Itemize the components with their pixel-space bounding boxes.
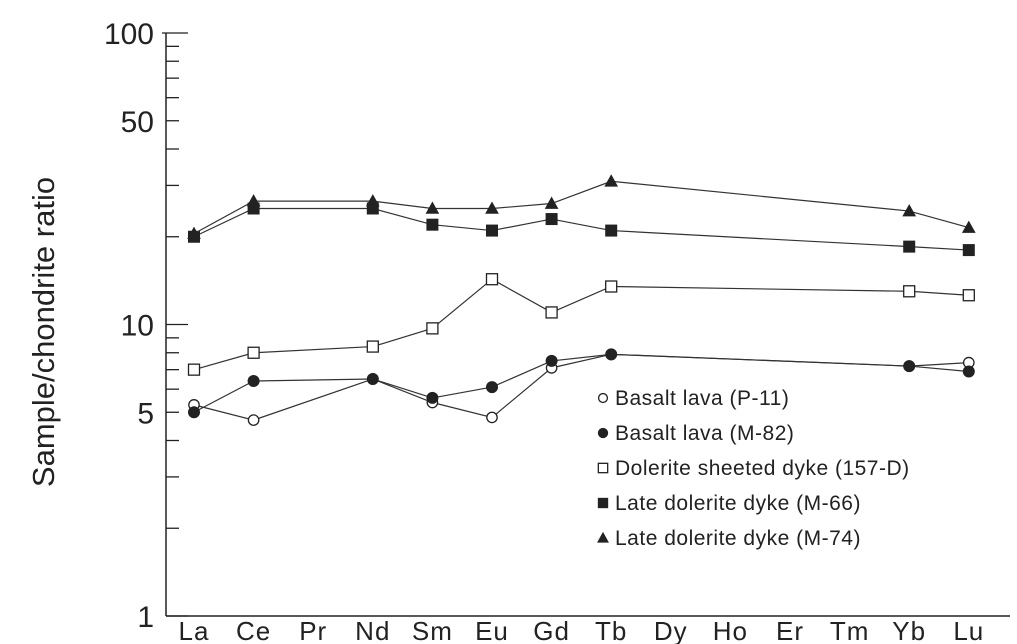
data-point-series-2 [903, 360, 916, 373]
data-point-series-5 [425, 201, 440, 214]
data-point-series-4 [426, 218, 439, 231]
data-point-series-3 [187, 363, 201, 376]
legend-marker-1 [597, 392, 609, 404]
data-point-series-2 [605, 348, 618, 361]
x-tick-label: Er [776, 616, 804, 644]
x-tick-label: Nd [355, 616, 390, 644]
y-tick-label: 50 [121, 106, 154, 139]
x-tick-label: Pr [299, 616, 327, 644]
data-point-series-2 [426, 391, 439, 404]
data-point-series-3 [485, 273, 499, 286]
legend-label-3: Dolerite sheeted dyke (157-D) [615, 457, 910, 480]
legend-label-5: Late dolerite dyke (M-74) [615, 527, 861, 550]
data-point-series-4 [545, 213, 558, 226]
data-point-series-5 [246, 194, 261, 207]
axes: 1 5 10 50 100 La Ce Pr Nd Sm Eu Gd Tb Dy Ho Er Tm Yb Lu [104, 18, 1010, 644]
series-line-2 [193, 353, 969, 413]
x-tick-label: Ho [713, 616, 748, 644]
x-tick-label: Sm [412, 616, 453, 644]
y-tick-label: 10 [121, 310, 154, 343]
data-point-series-3 [903, 285, 916, 298]
data-point-series-5 [902, 204, 917, 217]
data-point-series-3 [366, 340, 379, 353]
data-point-series-5 [604, 174, 619, 187]
x-tick-label: Tb [595, 616, 627, 644]
data-point-series-3 [962, 289, 975, 302]
y-tick-label: 5 [137, 397, 154, 430]
legend-marker-4 [597, 497, 609, 509]
x-tick-label: Eu [475, 616, 509, 644]
data-point-series-3 [247, 346, 260, 359]
data-point-series-3 [426, 322, 439, 335]
data-point-series-2 [247, 374, 260, 387]
x-tick-label: Dy [654, 616, 688, 644]
data-point-series-4 [903, 240, 916, 253]
data-point-series-3 [545, 306, 558, 319]
legend-label-4: Late dolerite dyke (M-66) [615, 492, 861, 515]
x-tick-label: Ce [236, 616, 271, 644]
data-point-series-5 [485, 201, 499, 214]
data-point-series-2 [486, 381, 498, 394]
x-tick-label: Lu [953, 616, 984, 644]
data-point-series-5 [187, 226, 201, 239]
data-point-series-2 [545, 354, 558, 367]
data-point-series-5 [961, 220, 976, 233]
legend-marker-5 [597, 531, 609, 543]
data-point-series-4 [605, 224, 618, 237]
data-point-series-3 [605, 280, 618, 293]
data-point-series-5 [544, 196, 559, 209]
data-point-series-2 [366, 373, 379, 386]
data-point-series-2 [962, 365, 975, 378]
series-layer [187, 174, 976, 426]
legend-label-2: Basalt lava (M-82) [615, 422, 794, 445]
x-tick-label: Yb [892, 616, 926, 644]
x-tick-label: Gd [533, 616, 570, 644]
data-point-series-4 [962, 244, 975, 257]
x-tick-label: La [179, 616, 210, 644]
data-point-series-2 [188, 406, 200, 419]
series-line-3 [193, 278, 969, 371]
y-tick-label: 1 [137, 601, 154, 634]
y-axis-title: Sample/chondrite ratio [26, 177, 61, 487]
data-point-series-5 [365, 194, 380, 207]
legend-marker-2 [597, 427, 609, 439]
legend-label-1: Basalt lava (P-11) [615, 387, 789, 410]
data-point-series-4 [486, 224, 498, 237]
y-tick-label: 100 [104, 18, 154, 51]
series-line-4 [193, 207, 969, 251]
legend-marker-3 [597, 462, 609, 474]
data-point-series-1 [486, 411, 498, 424]
series-line-5 [193, 180, 969, 235]
data-point-series-1 [247, 414, 260, 426]
x-tick-label: Tm [830, 616, 870, 644]
legend: Basalt lava (P-11) Basalt lava (M-82) Dole… [597, 387, 910, 550]
